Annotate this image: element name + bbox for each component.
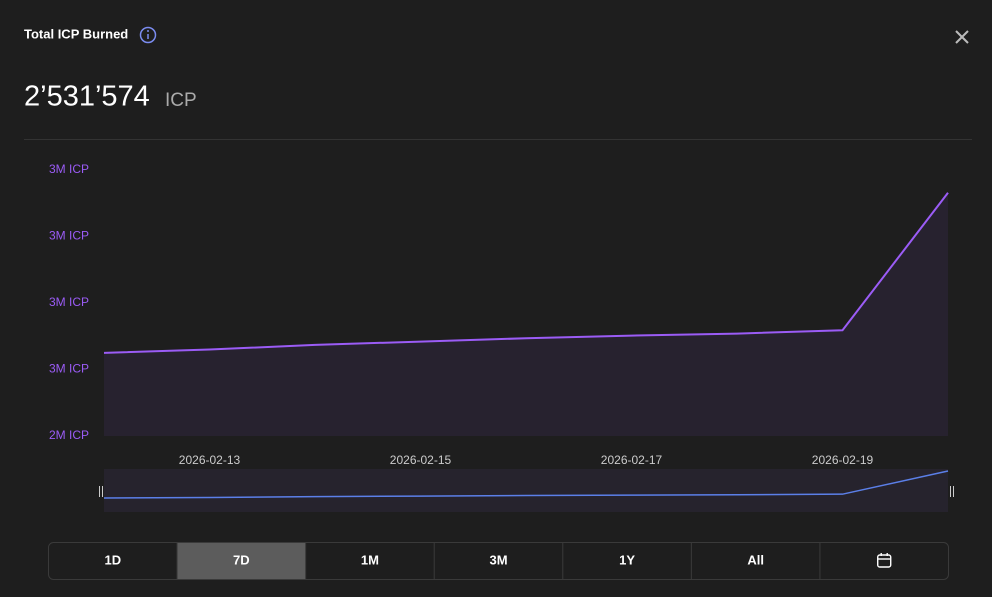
range-button[interactable]: All (747, 552, 764, 567)
range-button[interactable]: 1M (361, 552, 379, 567)
y-tick-label: 3M ICP (49, 229, 89, 243)
y-tick-label: 3M ICP (49, 162, 89, 176)
calendar-button[interactable] (877, 553, 892, 568)
headline-unit: ICP (165, 90, 197, 111)
navigator[interactable] (104, 469, 948, 512)
range-button[interactable]: 1Y (619, 552, 635, 567)
range-button[interactable]: 7D (233, 552, 250, 567)
headline-value: 2’531’574 (24, 81, 150, 113)
navigator-handle-left[interactable] (99, 486, 103, 497)
x-tick-label: 2026-02-19 (812, 453, 874, 467)
y-tick-label: 2M ICP (49, 428, 89, 442)
close-button[interactable] (955, 30, 969, 44)
x-tick-label: 2026-02-13 (179, 453, 241, 467)
line (103, 192, 949, 354)
navigator-handle-right[interactable] (950, 486, 954, 497)
range-button[interactable]: 3M (489, 552, 507, 567)
range-button[interactable]: 1D (104, 552, 121, 567)
title: Total ICP Burned (24, 26, 128, 41)
y-tick-label: 3M ICP (49, 362, 89, 376)
navigator-line (103, 470, 949, 499)
area (104, 192, 948, 436)
range-button-active[interactable] (177, 543, 306, 579)
x-tick-label: 2026-02-15 (390, 453, 452, 467)
info-icon[interactable] (139, 26, 157, 44)
x-tick-label: 2026-02-17 (601, 453, 663, 467)
y-tick-label: 3M ICP (49, 295, 89, 309)
